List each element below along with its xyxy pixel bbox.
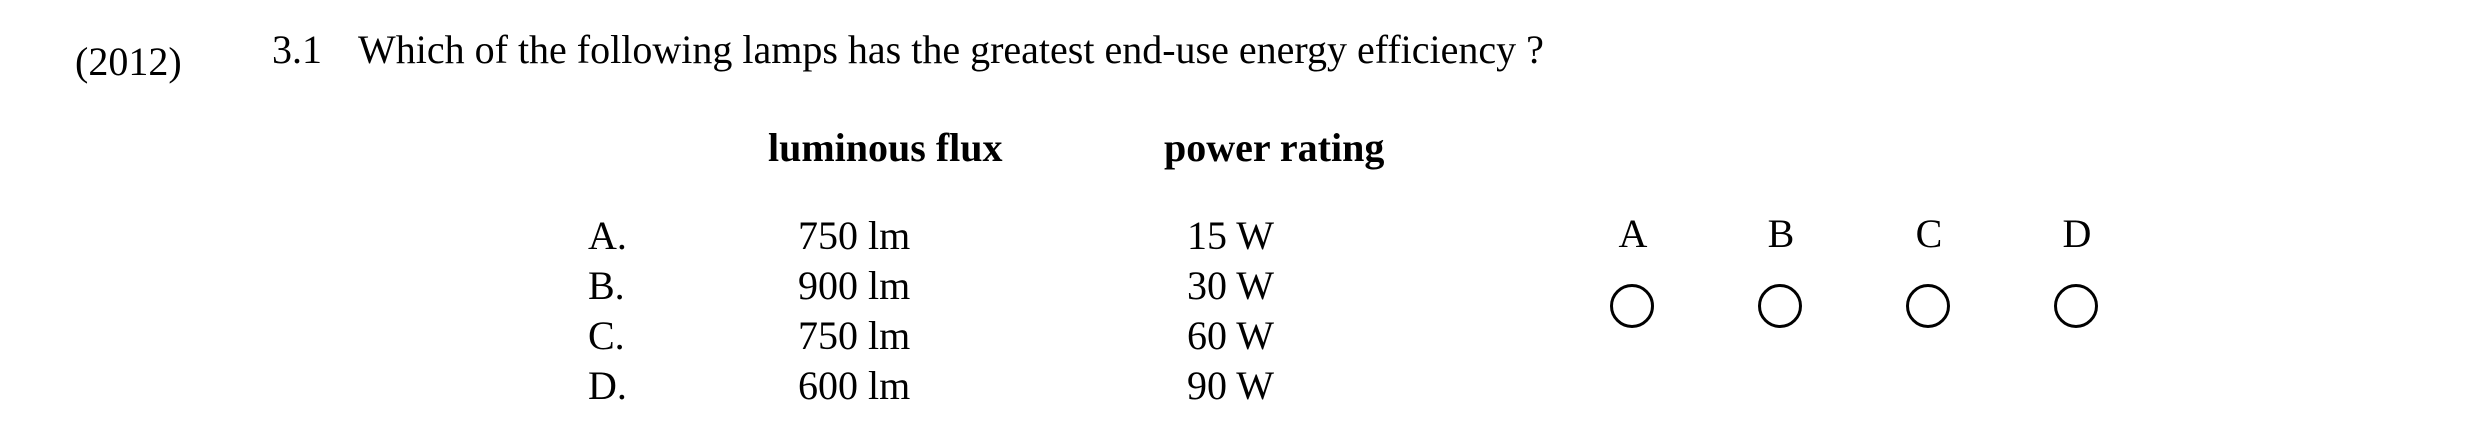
header-power-rating: power rating xyxy=(1164,125,1385,170)
answer-label-d: D xyxy=(2062,211,2092,256)
question-year: (2012) xyxy=(75,39,182,84)
answer-bubble-a[interactable] xyxy=(1610,284,1654,328)
row-label: D. xyxy=(588,363,627,408)
row-label: B. xyxy=(588,263,625,308)
row-flux: 600 lm xyxy=(798,363,911,408)
row-label: A. xyxy=(588,213,627,258)
question-number: 3.1 xyxy=(272,27,322,72)
row-flux: 750 lm xyxy=(798,213,911,258)
row-flux: 900 lm xyxy=(798,263,911,308)
answer-label-a: A xyxy=(1618,211,1648,256)
row-label: C. xyxy=(588,313,625,358)
row-power: 30 W xyxy=(1187,263,1275,308)
answer-bubble-c[interactable] xyxy=(1906,284,1950,328)
row-flux: 750 lm xyxy=(798,313,911,358)
row-power: 60 W xyxy=(1187,313,1275,358)
answer-bubble-d[interactable] xyxy=(2054,284,2098,328)
answer-label-c: C xyxy=(1915,211,1943,256)
question-text: Which of the following lamps has the gre… xyxy=(358,27,1544,72)
row-power: 15 W xyxy=(1187,213,1275,258)
answer-label-b: B xyxy=(1767,211,1795,256)
answer-bubble-b[interactable] xyxy=(1758,284,1802,328)
row-power: 90 W xyxy=(1187,363,1275,408)
header-luminous-flux: luminous flux xyxy=(768,125,1003,170)
